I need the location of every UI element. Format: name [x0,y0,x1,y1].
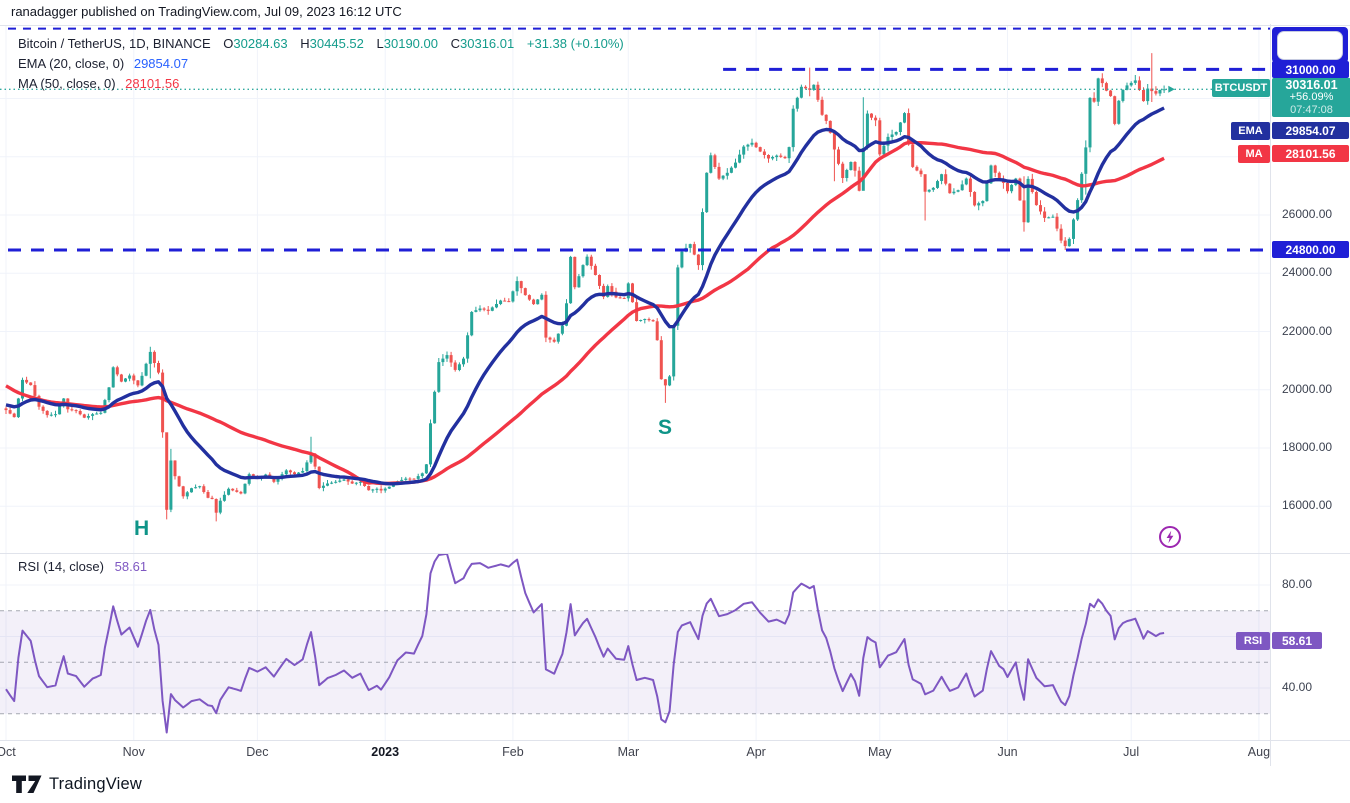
symbol-legend-row: Bitcoin / TetherUS, 1D, BINANCE O30284.6… [18,36,624,51]
time-axis-label: 2023 [371,745,400,759]
ma-legend-row: MA (50, close, 0) 28101.56 [18,76,179,91]
rsi-value-label: 58.61 [1272,632,1322,649]
ma-legend-label: MA (50, close, 0) [18,76,116,91]
low-value: 30190.00 [383,36,438,51]
head-annotation: H [134,517,150,540]
ema-legend-row: EMA (20, close, 0) 29854.07 [18,56,188,71]
bar-countdown: 07:47:08 [1290,103,1333,116]
time-axis-label: May [867,745,892,759]
time-axis-label: Aug [1247,745,1270,759]
time-axis-label: Oct [0,745,16,759]
ema-tag: EMA [1231,122,1270,140]
time-axis-label: Jun [997,745,1018,759]
pane-separator[interactable] [0,553,1350,554]
ema-legend-label: EMA (20, close, 0) [18,56,125,71]
time-axis-label: Dec [246,745,269,759]
published-line: ranadagger published on TradingView.com,… [11,4,402,19]
tradingview-logo-text: TradingView [49,775,142,793]
time-axis-label: Apr [746,745,766,759]
price-tick-label: 22000.00 [1282,323,1333,338]
price-tick-label: 18000.00 [1282,440,1333,454]
rsi-legend-row: RSI (14, close) 58.61 [18,559,147,574]
change-value: +31.38 (+0.10%) [526,36,624,51]
symbol-title: Bitcoin / TetherUS, 1D, BINANCE [18,36,211,51]
axis-top-border [0,740,1350,741]
price-tick-label: 20000.00 [1282,381,1333,396]
resistance-price-label: 31000.00 [1272,61,1349,78]
covered-level-whiteout [1277,31,1343,60]
time-axis-label: Mar [617,745,640,759]
rsi-tick-label: 80.00 [1282,577,1313,591]
ma-legend-value: 28101.56 [125,76,180,91]
high-label: H [300,36,310,51]
ma-tag: MA [1238,145,1270,163]
open-value: 30284.63 [233,36,288,51]
last-price-label: 30316.01 +56.09% 07:47:08 [1272,78,1350,117]
rsi-legend-label: RSI (14, close) [18,559,104,574]
price-tick-label: 26000.00 [1282,207,1333,221]
close-value: 30316.01 [460,36,515,51]
ma-price-label: 28101.56 [1272,145,1349,162]
time-axis-label: Nov [122,745,145,759]
ema-legend-value: 29854.07 [133,56,189,71]
time-axis-label: Feb [502,745,524,759]
high-value: 30445.52 [309,36,364,51]
flash-idea-icon[interactable] [1158,525,1182,549]
time-axis-label: Jul [1123,745,1140,759]
tradingview-logo[interactable]: TradingView [12,774,142,795]
tradingview-logo-icon [12,775,42,793]
footer: TradingView [0,766,1350,803]
shoulder-annotation: S [658,416,673,439]
chart-top-border [0,25,1350,26]
price-scale[interactable]: 31000.00 30316.01 +56.09% 07:47:08 29854… [1270,24,1350,766]
ema-price-label: 29854.07 [1272,122,1349,139]
price-tick-label: 16000.00 [1282,498,1333,513]
price-tick-label: 24000.00 [1282,265,1333,280]
support-price-label: 24800.00 [1272,241,1349,258]
open-label: O [223,36,234,51]
rsi-tick-label: 40.00 [1282,680,1313,694]
rsi-tag: RSI [1236,632,1270,650]
header-bar: ranadagger published on TradingView.com,… [0,0,1350,24]
last-price-value: 30316.01 [1285,77,1338,92]
rsi-legend-value: 58.61 [114,559,148,574]
change-percent: +56.09% [1289,91,1334,104]
time-axis[interactable]: Oct Nov Dec 2023 Feb Mar Apr May Jun Jul Aug [0,740,1270,766]
low-label: L [376,36,384,51]
close-label: C [450,36,461,51]
symbol-price-tag: BTCUSDT [1212,79,1270,97]
